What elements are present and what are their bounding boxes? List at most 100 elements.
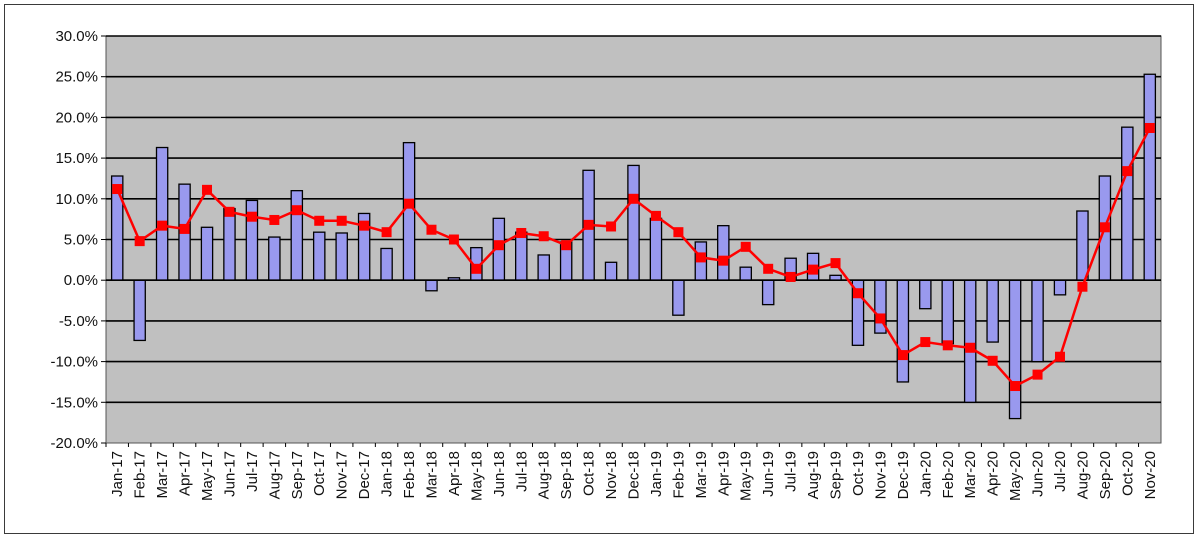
line-point: [112, 184, 123, 195]
x-tick-label: Nov-20: [1142, 451, 1159, 499]
y-tick-label: 5.0%: [64, 232, 98, 249]
bar: [604, 261, 618, 281]
bar: [268, 236, 281, 281]
x-tick-label: Oct-18: [581, 451, 598, 496]
line-point: [493, 240, 504, 251]
line-point: [650, 210, 661, 221]
x-tick-label: Apr-19: [715, 451, 732, 496]
bar: [290, 190, 304, 281]
bar: [1031, 279, 1044, 363]
x-tick-label: May-18: [468, 451, 485, 501]
chart-frame: [4, 4, 1194, 534]
bar: [402, 141, 416, 281]
bar: [739, 266, 752, 281]
x-tick-label: Feb-20: [940, 451, 957, 499]
y-tick-label: 25.0%: [55, 69, 98, 86]
y-tick-label: -10.0%: [50, 354, 98, 371]
x-tick-label: Jun-20: [1030, 451, 1047, 497]
x-tick-label: Jun-17: [221, 451, 238, 497]
x-tick-label: Jul-18: [513, 451, 530, 492]
y-tick-label: -15.0%: [50, 394, 98, 411]
line-point: [246, 211, 257, 222]
x-tick-label: Jan-17: [109, 451, 126, 497]
line-markers: [112, 122, 1155, 392]
x-tick-label: Sep-17: [289, 451, 306, 499]
line-point: [157, 220, 168, 231]
line-point: [673, 227, 684, 238]
bar: [155, 146, 169, 281]
line-point: [718, 255, 729, 266]
x-tick-label: Oct-19: [850, 451, 867, 496]
line-point: [1054, 351, 1065, 362]
bar: [649, 217, 663, 281]
bar: [896, 279, 910, 383]
x-tick-label: Dec-17: [356, 451, 373, 499]
line-point: [381, 227, 392, 238]
bar: [425, 279, 438, 292]
line-point: [1122, 166, 1133, 177]
x-tick-label: Jul-20: [1052, 451, 1069, 492]
x-tick-label: Oct-17: [311, 451, 328, 496]
x-tick-label: Nov-18: [603, 451, 620, 499]
bar: [335, 232, 348, 281]
line-point: [808, 264, 819, 275]
line-point: [852, 288, 863, 299]
line-point: [314, 215, 325, 226]
line-point: [875, 313, 886, 324]
line-point: [606, 221, 617, 232]
x-tick-label: Jan-19: [648, 451, 665, 497]
bar: [200, 226, 214, 281]
x-tick-label: Mar-20: [962, 451, 979, 499]
line-point: [269, 214, 280, 225]
line-point: [695, 252, 706, 263]
x-tick-label: Nov-19: [872, 451, 889, 499]
line-point: [1010, 381, 1021, 392]
y-tick-label: 15.0%: [55, 150, 98, 167]
y-tick-label: 10.0%: [55, 191, 98, 208]
bar: [1121, 126, 1134, 281]
line-point: [740, 241, 751, 252]
bar: [515, 231, 528, 281]
bar: [919, 279, 932, 310]
bar: [761, 279, 775, 306]
line-point: [1144, 122, 1155, 133]
bar: [380, 247, 393, 281]
x-tick-label: Jan-18: [379, 451, 396, 497]
line-point: [426, 224, 437, 235]
line-point: [628, 193, 639, 204]
x-tick-label: Jun-19: [760, 451, 777, 497]
x-tick-label: Apr-17: [177, 451, 194, 496]
x-tick-label: May-17: [199, 451, 216, 501]
y-tick-label: -20.0%: [50, 435, 98, 452]
line-point: [134, 236, 145, 247]
bar: [627, 164, 640, 281]
x-tick-label: Dec-19: [895, 451, 912, 499]
x-axis-tick-labels: Jan-17 Feb-17 Mar-17 Apr-17 May-17 Jun-17 Jul-…: [105, 443, 1159, 501]
y-tick-label: -5.0%: [59, 313, 98, 330]
bar: [672, 279, 685, 316]
line-point: [336, 215, 347, 226]
x-tick-label: Jul-17: [244, 451, 261, 492]
line-point: [1077, 281, 1088, 292]
y-tick-label: 20.0%: [55, 109, 98, 126]
bar: [941, 279, 955, 345]
x-tick-label: Jun-18: [491, 451, 508, 497]
line-point: [202, 184, 213, 195]
x-tick-label: Mar-19: [693, 451, 710, 499]
x-tick-label: Sep-20: [1097, 451, 1114, 499]
line-point: [583, 219, 594, 230]
line-point: [920, 337, 931, 348]
bar: [963, 279, 977, 403]
x-tick-label: Apr-20: [985, 451, 1002, 496]
x-tick-label: May-20: [1007, 451, 1024, 501]
x-tick-label: Sep-18: [558, 451, 575, 499]
x-tick-label: Mar-17: [154, 451, 171, 499]
line-point: [1032, 369, 1043, 380]
line-point: [897, 350, 908, 361]
x-tick-label: Aug-19: [805, 451, 822, 499]
line-point: [448, 234, 459, 245]
line-point: [224, 206, 235, 217]
line-point: [471, 263, 482, 274]
x-tick-label: Aug-17: [266, 451, 283, 499]
y-tick-label: 30.0%: [55, 28, 98, 45]
